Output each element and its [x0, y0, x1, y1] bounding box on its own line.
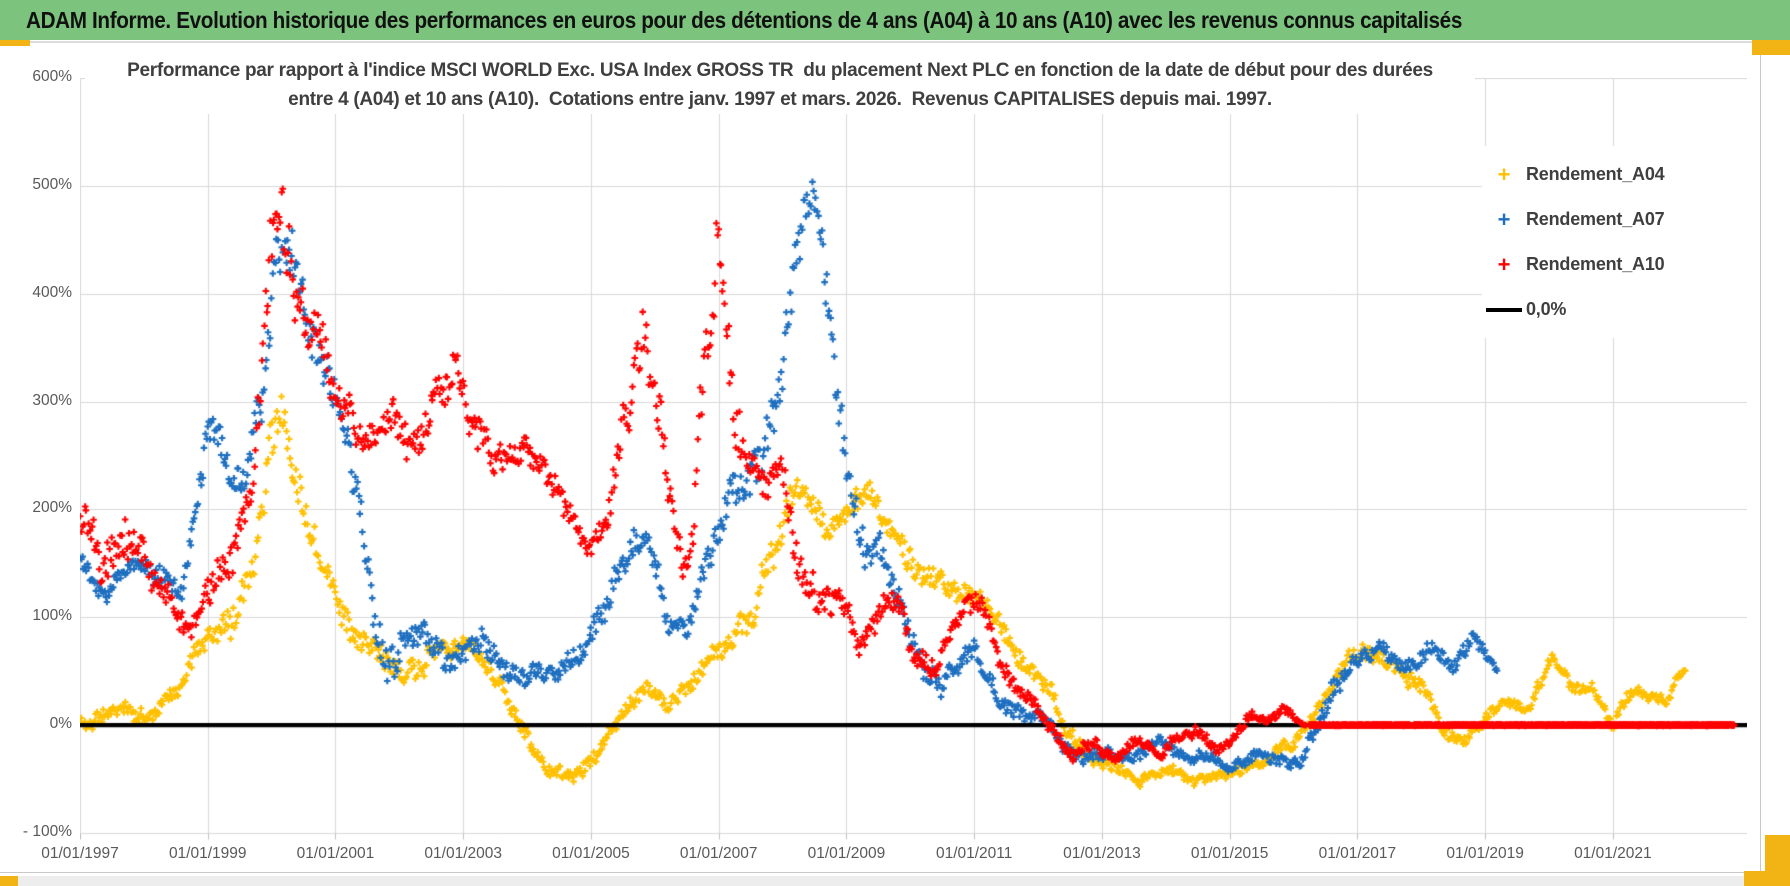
- legend-item-rendement-a07[interactable]: + Rendement_A07: [1482, 197, 1758, 242]
- y-axis-label: 600%: [32, 68, 72, 85]
- x-axis-label: 01/01/2011: [935, 845, 1013, 862]
- top-divider: [0, 41, 1760, 43]
- chart-title: Performance par rapport à l'indice MSCI …: [85, 56, 1475, 114]
- frame-accent-top-right: [1752, 40, 1790, 55]
- legend-label: Rendement_A07: [1526, 209, 1665, 229]
- x-axis-label: 01/01/2009: [807, 845, 886, 862]
- frame-accent-bottom-right: [1744, 871, 1790, 886]
- x-axis-label: 01/01/2013: [1063, 845, 1141, 862]
- chart-bottom-border: [0, 872, 1761, 873]
- legend-item-rendement-a10[interactable]: + Rendement_A10: [1482, 242, 1758, 287]
- scatter-plot-canvas: [80, 78, 1747, 846]
- x-axis-label: 01/01/2005: [552, 845, 630, 862]
- y-axis-label: 100%: [32, 607, 72, 625]
- frame-accent-top-left: [0, 40, 30, 46]
- zero-line-icon: [1486, 307, 1522, 312]
- y-axis-label: - 100%: [22, 823, 72, 840]
- x-axis-label: 01/01/2007: [679, 845, 758, 862]
- legend-item-zero-line[interactable]: 0,0%: [1482, 287, 1758, 332]
- report-header: ADAM Informe. Evolution historique des p…: [0, 0, 1790, 40]
- x-axis-label: 01/01/2001: [296, 845, 375, 862]
- x-axis-label: 01/01/1999: [168, 845, 247, 862]
- x-axis-label: 01/01/2021: [1574, 845, 1652, 862]
- report-title: ADAM Informe. Evolution historique des p…: [26, 7, 1462, 33]
- legend-label: Rendement_A04: [1526, 164, 1665, 184]
- plus-marker-icon: +: [1497, 161, 1511, 187]
- x-axis-label: 01/01/2015: [1190, 845, 1269, 862]
- legend-label: 0,0%: [1526, 299, 1567, 319]
- chart-title-line1: Performance par rapport à l'indice MSCI …: [127, 60, 1433, 81]
- legend: + Rendement_A04 + Rendement_A07 + Rendem…: [1482, 146, 1758, 338]
- y-axis-label: 300%: [32, 391, 72, 409]
- plus-marker-icon: +: [1497, 206, 1511, 232]
- legend-label: Rendement_A10: [1526, 254, 1665, 274]
- plus-marker-icon: +: [1497, 251, 1511, 277]
- x-axis-label: 01/01/2019: [1446, 845, 1524, 862]
- x-axis-label: 01/01/1997: [41, 845, 119, 862]
- legend-item-rendement-a04[interactable]: + Rendement_A04: [1482, 152, 1758, 197]
- x-axis-label: 01/01/2017: [1318, 845, 1397, 862]
- y-axis-label: 200%: [32, 499, 72, 517]
- chart-title-line2: entre 4 (A04) et 10 ans (A10). Cotations…: [288, 89, 1272, 110]
- y-axis-label: 500%: [32, 175, 72, 193]
- chart-right-border: [1760, 44, 1761, 874]
- frame-accent-bottom-left: [0, 876, 18, 886]
- bottom-scroll-strip[interactable]: [0, 876, 1790, 886]
- y-axis-label: 0%: [49, 715, 72, 733]
- x-axis-label: 01/01/2003: [424, 845, 502, 862]
- y-axis-label: 400%: [32, 283, 72, 301]
